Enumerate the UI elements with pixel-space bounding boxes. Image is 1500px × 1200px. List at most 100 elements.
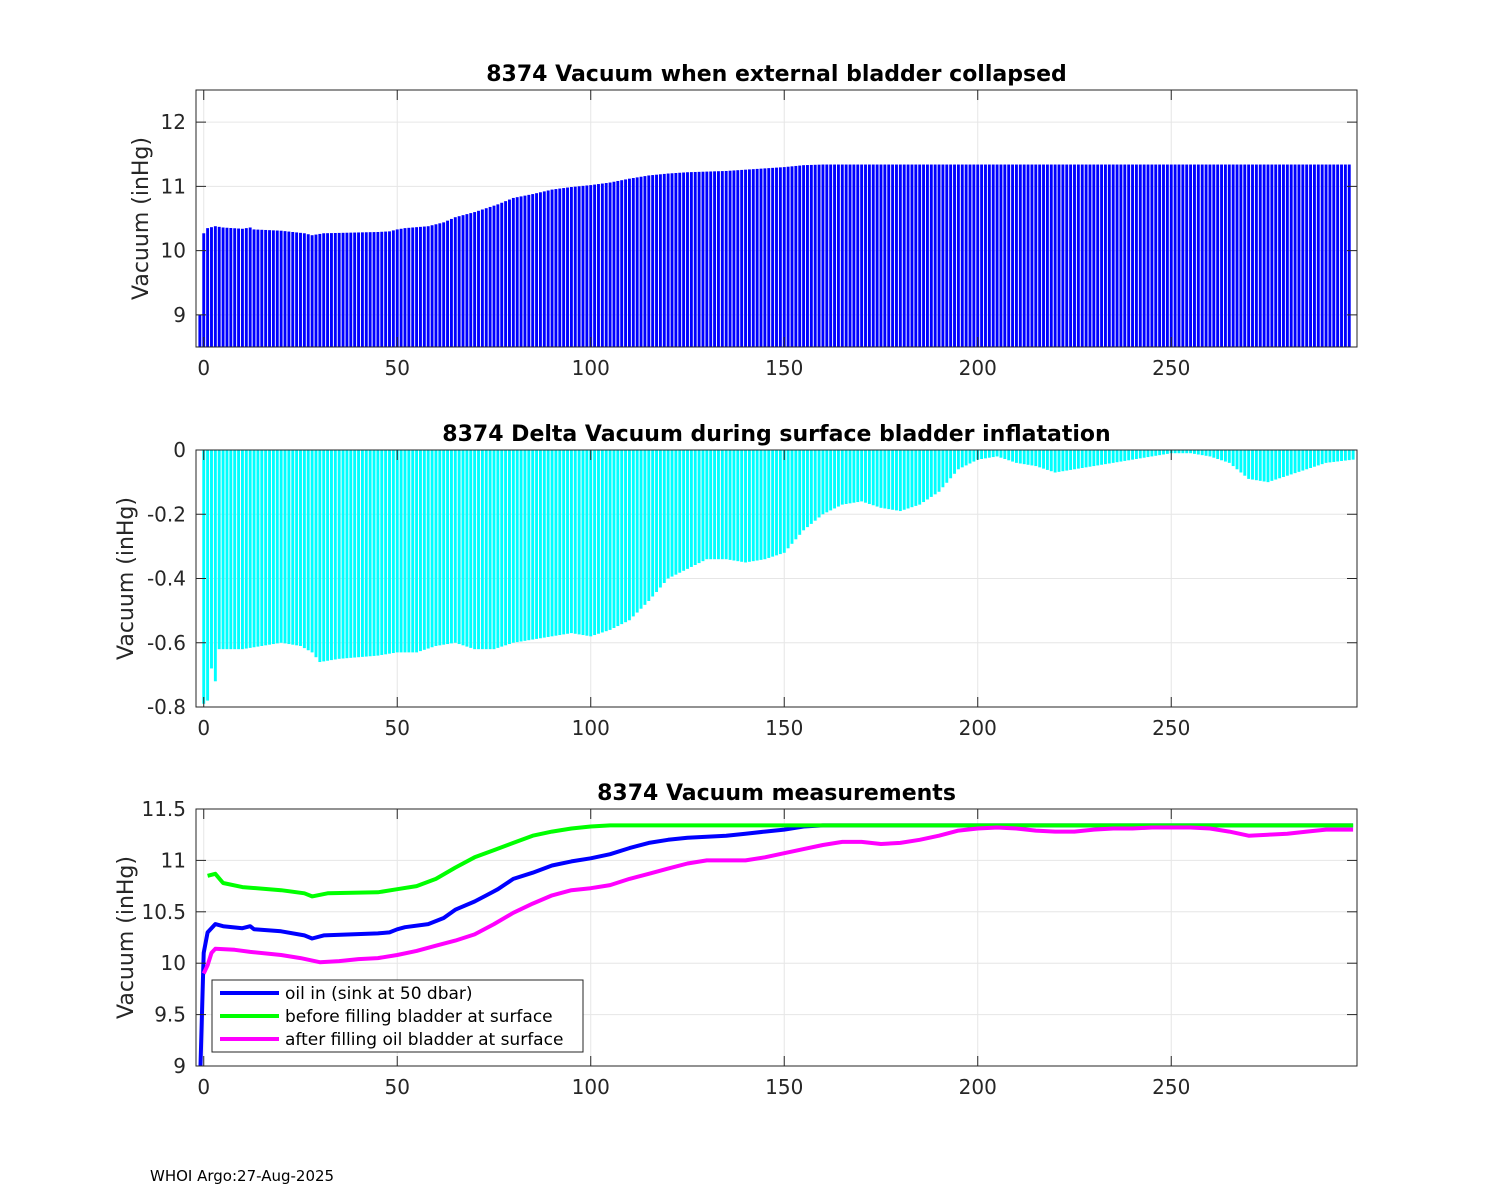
bar <box>782 167 786 347</box>
bar <box>1235 450 1239 470</box>
bar <box>1231 450 1235 467</box>
bar <box>480 450 484 650</box>
bar <box>244 228 248 347</box>
bar <box>840 450 844 505</box>
bar <box>302 450 306 649</box>
bar <box>902 450 906 510</box>
bar <box>1204 164 1208 347</box>
bar <box>682 450 686 571</box>
bar <box>643 450 647 605</box>
bar <box>662 450 666 583</box>
bar <box>1270 450 1274 481</box>
bar <box>1223 450 1227 462</box>
bar <box>1316 164 1320 347</box>
bar <box>1258 164 1262 347</box>
bar <box>1096 164 1100 347</box>
bar <box>1073 164 1076 347</box>
bar <box>1088 164 1092 347</box>
bar <box>1030 164 1034 347</box>
bar <box>391 450 395 654</box>
bar <box>1014 450 1018 463</box>
bar <box>229 450 233 650</box>
bar <box>1158 450 1162 456</box>
bar <box>802 450 806 531</box>
bar <box>419 450 422 652</box>
bar <box>1084 450 1088 468</box>
bar <box>535 450 539 639</box>
bar <box>674 173 678 347</box>
ticks <box>196 808 1357 1067</box>
bar <box>430 450 434 648</box>
y-tick-label: 10 <box>161 239 186 263</box>
bar <box>1239 450 1243 473</box>
bar <box>887 164 891 347</box>
bar <box>446 220 450 347</box>
bar <box>473 450 477 650</box>
bar <box>794 450 798 540</box>
bar <box>856 450 860 503</box>
bar <box>1034 450 1038 467</box>
bar <box>980 450 984 459</box>
chart-title: 8374 Delta Vacuum during surface bladder… <box>442 422 1110 447</box>
bar <box>1227 164 1231 347</box>
bar <box>1297 164 1301 347</box>
bar <box>891 450 895 510</box>
bar <box>1169 164 1173 347</box>
bar <box>1057 450 1061 472</box>
bar <box>655 174 658 347</box>
bar <box>1196 164 1200 347</box>
bar <box>562 450 566 635</box>
bar <box>728 450 732 560</box>
bar <box>1011 164 1015 347</box>
bar <box>500 450 504 647</box>
bar <box>759 450 763 560</box>
bar <box>1278 164 1282 347</box>
bar <box>515 197 519 347</box>
bar <box>1103 164 1107 347</box>
bar <box>453 217 457 347</box>
bar <box>852 450 856 503</box>
bar <box>701 171 705 347</box>
bar <box>1076 450 1080 469</box>
bar <box>751 450 755 562</box>
bar <box>786 450 790 549</box>
bar <box>1262 450 1266 482</box>
series-line-3 <box>201 825 1354 975</box>
x-tick-label: 250 <box>1152 716 1190 740</box>
bar <box>817 450 821 518</box>
bar <box>1351 450 1355 460</box>
bar <box>260 450 264 646</box>
bar <box>419 226 422 347</box>
bar <box>1328 450 1332 463</box>
bar <box>260 229 264 347</box>
bar <box>1115 164 1119 347</box>
bar <box>960 450 964 468</box>
bar <box>264 229 268 347</box>
bar <box>1309 450 1313 468</box>
bar <box>461 450 465 646</box>
bar <box>457 450 461 645</box>
bar <box>1208 450 1212 457</box>
bar <box>403 228 407 347</box>
bar <box>1080 164 1084 347</box>
bar <box>771 450 775 557</box>
bar <box>956 164 960 347</box>
bar <box>786 166 790 347</box>
bar <box>1049 450 1053 472</box>
bar <box>720 171 724 347</box>
bar <box>283 450 287 644</box>
bar <box>1150 164 1154 347</box>
bar <box>1231 164 1235 347</box>
bar <box>422 226 426 347</box>
bar <box>477 210 480 347</box>
bar <box>713 450 717 560</box>
bar <box>295 232 299 347</box>
bar <box>662 173 666 347</box>
bar <box>1119 450 1123 462</box>
bar <box>647 450 651 601</box>
bar <box>1162 164 1165 347</box>
bar <box>1003 450 1007 459</box>
bar <box>569 450 573 634</box>
bar <box>1247 164 1251 347</box>
bar <box>1061 450 1065 472</box>
